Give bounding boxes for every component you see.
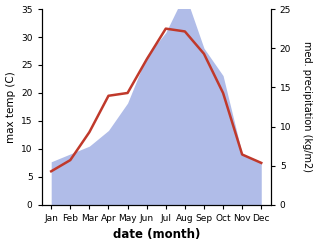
- Y-axis label: max temp (C): max temp (C): [5, 71, 16, 143]
- X-axis label: date (month): date (month): [113, 228, 200, 242]
- Y-axis label: med. precipitation (kg/m2): med. precipitation (kg/m2): [302, 41, 313, 172]
